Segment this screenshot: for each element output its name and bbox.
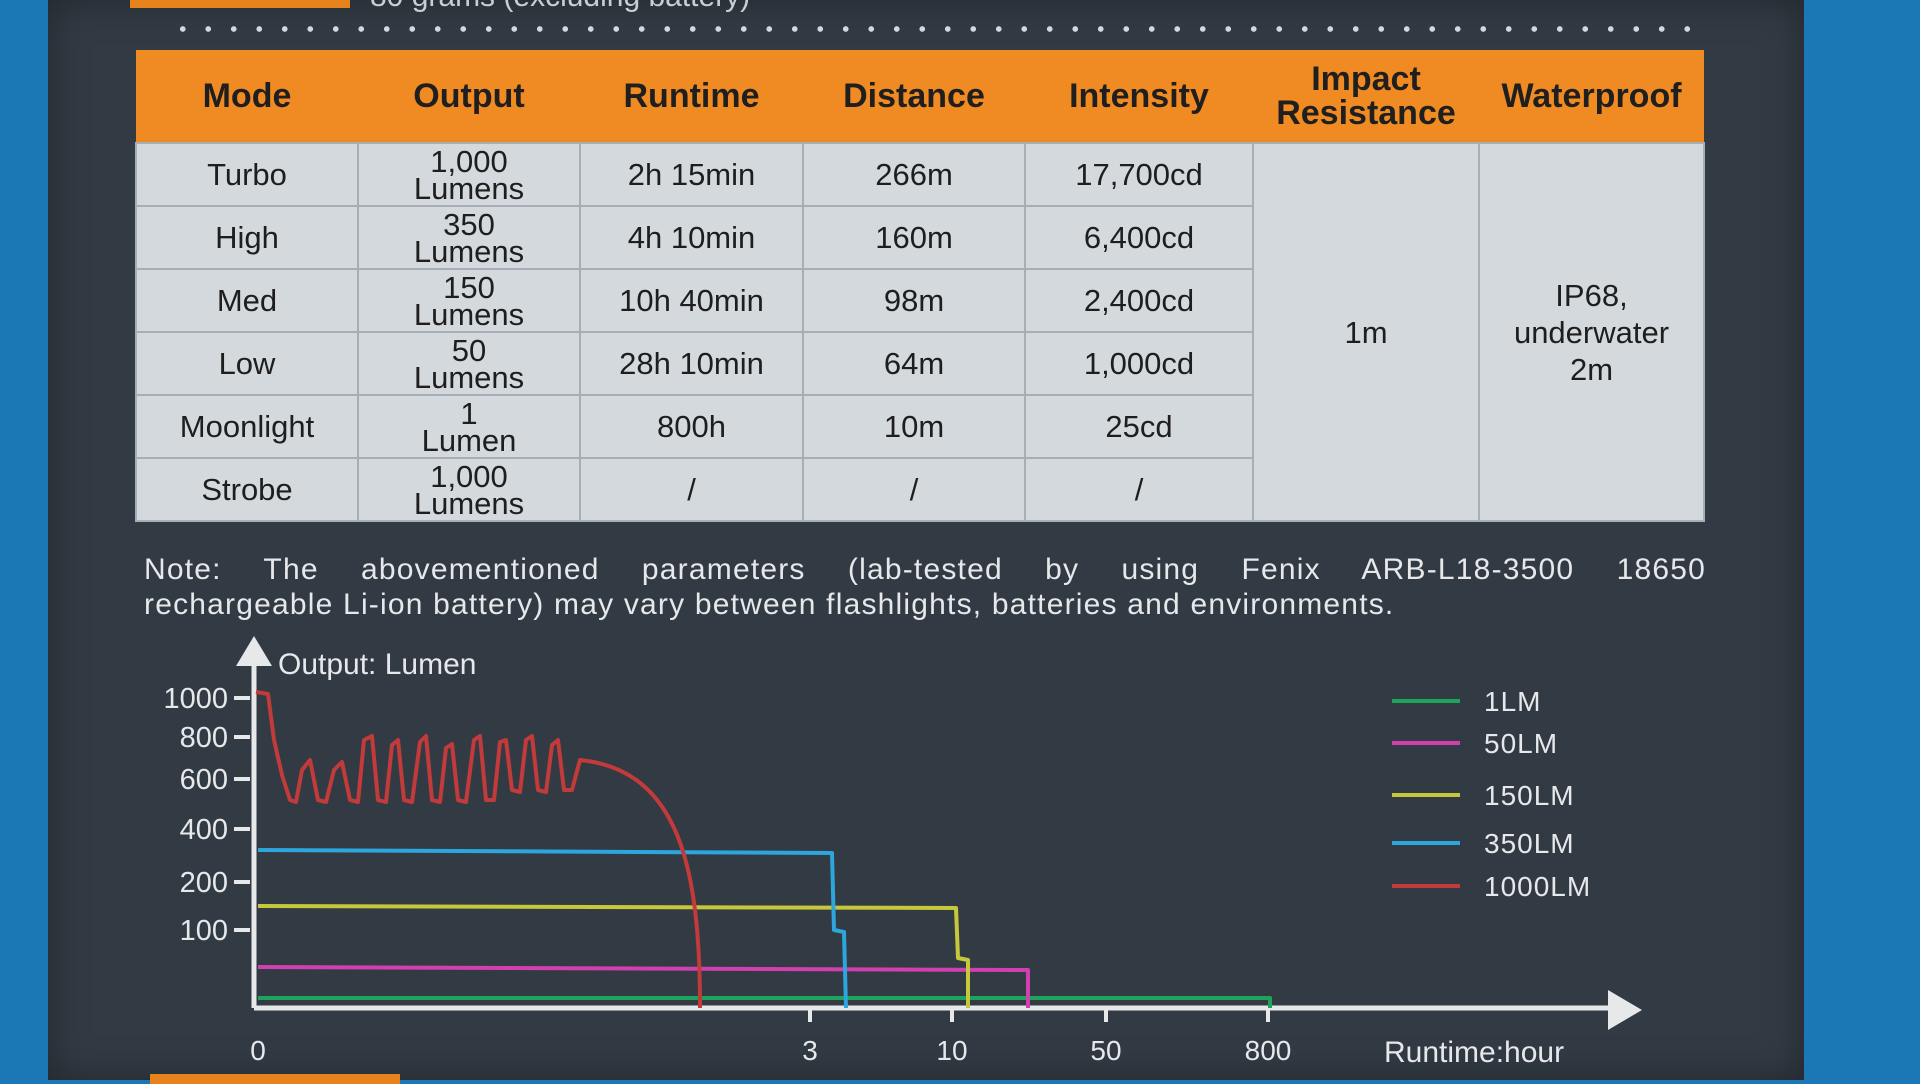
- x-tick-label: 800: [1245, 1035, 1292, 1066]
- cell-distance: 64m: [802, 331, 1026, 396]
- cell-intensity: 6,400cd: [1024, 205, 1254, 270]
- table-row: Low 50 Lumens 28h 10min 64m 1,000cd: [135, 331, 1704, 396]
- header-intensity: Intensity: [1025, 50, 1253, 143]
- cell-runtime: 10h 40min: [579, 268, 804, 333]
- x-tick-label: 0: [250, 1035, 266, 1066]
- cell-intensity: 17,700cd: [1024, 142, 1254, 207]
- note: Note: The abovementioned parameters (lab…: [144, 552, 1706, 622]
- y-tick-label: 400: [180, 814, 228, 846]
- dotted-divider: [170, 26, 1700, 32]
- cell-intensity: 1,000cd: [1024, 331, 1254, 396]
- y-axis-arrow: [236, 636, 272, 666]
- cell-runtime: /: [579, 457, 804, 522]
- cell-mode: Turbo: [135, 142, 359, 207]
- y-tick-label: 1000: [163, 683, 228, 715]
- table-header-row: Mode Output Runtime Distance Intensity I…: [136, 50, 1704, 143]
- table-row: Turbo 1,000 Lumens 2h 15min 266m 17,700cd 1m I…: [135, 142, 1705, 522]
- cell-output: 1,000 Lumens: [357, 142, 581, 207]
- series-line-50lm: [257, 965, 1030, 1008]
- header-output: Output: [358, 50, 580, 143]
- y-tick-label: 600: [180, 764, 228, 796]
- cell-runtime: 4h 10min: [579, 205, 804, 270]
- header-strip: 80 grams (excluding battery): [130, 0, 1710, 14]
- header-distance: Distance: [803, 50, 1025, 143]
- note-line-1: Note: The abovementioned parameters (lab…: [144, 553, 1706, 586]
- cell-waterproof: IP68, underwater 2m: [1478, 142, 1705, 522]
- cell-mode: Moonlight: [135, 394, 359, 459]
- legend-label: 350LM: [1484, 828, 1575, 859]
- series-line-1lm: [258, 996, 1272, 1008]
- cell-intensity: 2,400cd: [1024, 268, 1254, 333]
- bottom-orange-tab: [150, 1074, 400, 1084]
- note-line-2: rechargeable Li-ion battery) may vary be…: [144, 588, 1395, 621]
- cell-output: 150 Lumens: [357, 268, 581, 333]
- header-mode: Mode: [136, 50, 358, 143]
- y-axis-label: Output: Lumen: [278, 648, 476, 681]
- series-line-350lm: [257, 848, 848, 1009]
- cell-mode: High: [135, 205, 359, 270]
- header-impact-resistance: Impact Resistance: [1253, 50, 1479, 143]
- cell-runtime: 2h 15min: [579, 142, 804, 207]
- series-line-1000lm: [255, 690, 702, 1009]
- x-tick-label: 3: [802, 1035, 818, 1066]
- cell-runtime: 800h: [579, 394, 804, 459]
- legend-label: 1000LM: [1484, 871, 1591, 902]
- x-tick-label: 10: [936, 1035, 967, 1066]
- cell-output: 350 Lumens: [357, 205, 581, 270]
- x-axis-label: Runtime:hour: [1384, 1036, 1564, 1069]
- x-axis-arrow: [1608, 990, 1642, 1030]
- legend-label: 1LM: [1484, 686, 1541, 717]
- series-line-150lm: [257, 904, 970, 1008]
- table-row: Moonlight 1 Lumen 800h 10m 25cd: [135, 394, 1704, 459]
- cell-output: 50 Lumens: [357, 331, 581, 396]
- cell-distance: 266m: [802, 142, 1026, 207]
- cell-impact-resistance: 1m: [1252, 142, 1480, 522]
- cell-mode: Low: [135, 331, 359, 396]
- table-row: Med 150 Lumens 10h 40min 98m 2,400cd: [135, 268, 1704, 333]
- table-row: Strobe 1,000 Lumens / / /: [135, 457, 1704, 522]
- cell-mode: Med: [135, 268, 359, 333]
- legend-label: 50LM: [1484, 728, 1558, 759]
- cell-intensity: /: [1024, 457, 1254, 522]
- y-tick-label: 100: [180, 915, 228, 947]
- header-waterproof: Waterproof: [1479, 50, 1704, 143]
- y-tick-label: 200: [180, 867, 228, 899]
- cell-runtime: 28h 10min: [579, 331, 804, 396]
- x-tick-label: 50: [1090, 1035, 1121, 1066]
- legend-label: 150LM: [1484, 780, 1575, 811]
- spec-table: Mode Output Runtime Distance Intensity I…: [135, 50, 1705, 522]
- header-orange-tab: [130, 0, 350, 8]
- cell-distance: 98m: [802, 268, 1026, 333]
- cell-intensity: 25cd: [1024, 394, 1254, 459]
- cell-output: 1 Lumen: [357, 394, 581, 459]
- cell-output: 1,000 Lumens: [357, 457, 581, 522]
- table-row: High 350 Lumens 4h 10min 160m 6,400cd: [135, 205, 1704, 270]
- header-runtime: Runtime: [580, 50, 803, 143]
- cell-distance: 10m: [802, 394, 1026, 459]
- cell-mode: Strobe: [135, 457, 359, 522]
- y-tick-label: 800: [180, 722, 228, 754]
- cell-distance: 160m: [802, 205, 1026, 270]
- cell-distance: /: [802, 457, 1026, 522]
- header-partial-text: 80 grams (excluding battery): [370, 0, 750, 14]
